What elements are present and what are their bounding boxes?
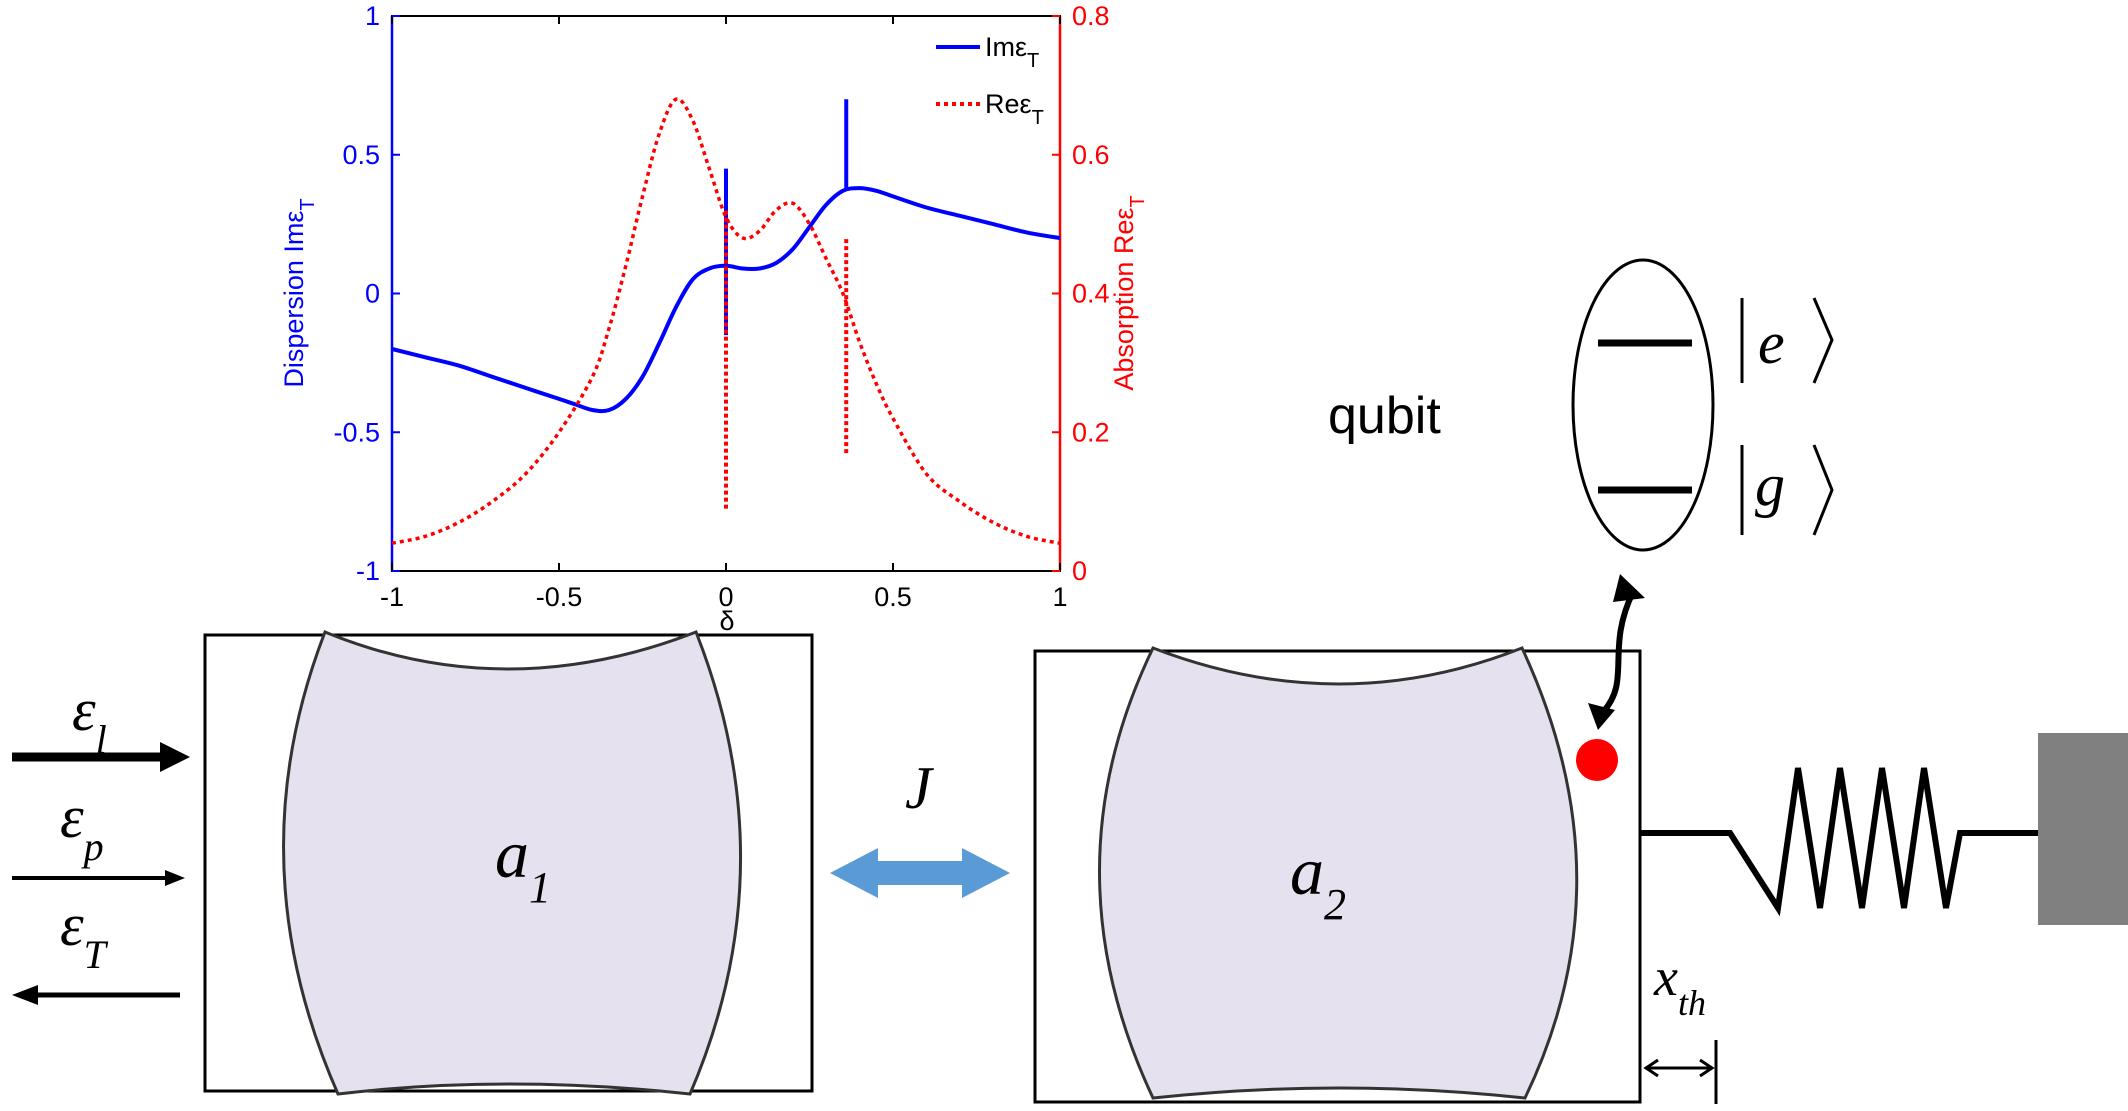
field-in-label: εl [72,677,107,762]
left-y-tick-label: 0 [365,279,380,309]
x-tick-label: 0.5 [874,582,912,612]
legend-label-re: ReεT [985,89,1044,129]
left-y-tick-label: -0.5 [333,417,380,447]
qubit-cavity-coupling-arrow [1600,590,1636,715]
series-layer [391,97,1061,546]
left-y-axis-label: Dispersion ImεT [279,198,319,387]
ket-excited: e [1740,297,1834,384]
left-y-tick-label: 1 [365,1,380,31]
legend: ImεT ReεT [936,32,1044,129]
fixed-wall [2038,733,2128,925]
pump-arrow-head [160,742,190,772]
dispersion-absorption-chart: -1 -0.5 0 0.5 1 -1-0.500.51 00.20.40.60.8 δ … [279,1,1149,636]
spring [1640,767,2038,917]
field-out-label: εT [60,892,109,977]
x-tick-label: 1 [1052,582,1067,612]
field-arrows: εl εp εT [12,677,190,1005]
series-line-re [391,97,1061,546]
coupling-label: J [905,755,934,821]
right-y-ticks: 0 0.2 0.4 0.6 0.8 [1052,1,1110,586]
qubit: qubit e g [1328,258,1834,730]
qubit-atom-dot [1576,739,1618,781]
field-probe-label: εp [60,784,104,869]
left-y-tick-label: 0.5 [342,140,380,170]
right-y-tick-label: 0.6 [1072,140,1110,170]
left-y-tick-label: -1 [356,556,380,586]
output-arrow-head [12,985,38,1005]
coupling-arrow-head-bottom [1588,703,1615,730]
left-y-ticks: -1 -0.5 0 0.5 1 [333,1,400,586]
x-tick-label: -0.5 [536,582,583,612]
right-y-tick-label: 0.8 [1072,1,1110,31]
displacement-indicator: xth [1643,947,1718,1104]
ket-ground: g [1740,444,1834,536]
qubit-level-ellipse [1571,258,1715,552]
coupling-arrow-head-top [1613,574,1645,602]
cavity-2-mirrors [1098,646,1579,1100]
right-y-tick-label: 0 [1072,556,1087,586]
displacement-label: xth [1653,947,1706,1023]
ket-ground-label: g [1755,452,1785,518]
coupling-double-arrow [830,848,1010,898]
x-ticks: -1 -0.5 0 0.5 1 [380,16,1068,612]
cavity-1: a1 [203,630,814,1096]
cavity-2-label: a2 [1290,833,1346,929]
cavity-2: a2 [1033,646,1642,1104]
right-y-axis-label: Absorption ReεT [1109,195,1149,390]
cavity-1-label: a1 [495,816,551,912]
cavity-diagram: εl εp εT a1 J a2 [12,258,2128,1104]
x-tick-label: -1 [380,582,404,612]
probe-arrow-head [165,870,185,886]
ket-excited-label: e [1758,310,1785,376]
cavity-1-mirrors [282,630,743,1096]
legend-label-im: ImεT [985,32,1039,72]
x-tick-label: 0 [718,582,733,612]
mechanical-oscillator [1640,733,2128,925]
qubit-label: qubit [1328,387,1441,445]
coupling: J [830,755,1010,898]
x-axis-label: δ [719,606,734,636]
right-y-tick-label: 0.2 [1072,417,1110,447]
right-y-tick-label: 0.4 [1072,279,1110,309]
